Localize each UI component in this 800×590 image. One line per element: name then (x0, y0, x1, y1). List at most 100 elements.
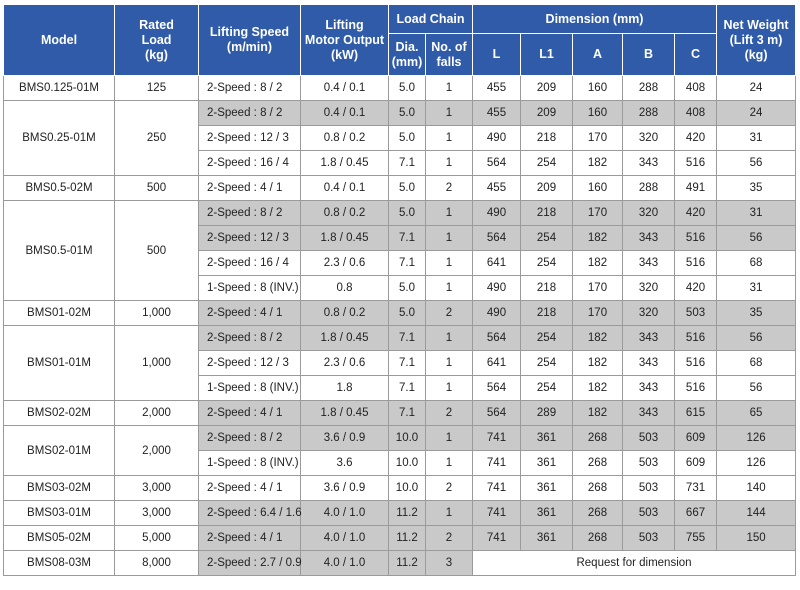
A-cell: 182 (572, 150, 623, 176)
L-cell: 455 (472, 175, 521, 201)
weight-cell: 68 (716, 250, 797, 276)
A-cell: 182 (572, 375, 623, 401)
model-cell: BMS05-02M (3, 525, 115, 551)
output-cell: 4.0 / 1.0 (300, 500, 389, 526)
B-cell: 343 (622, 150, 675, 176)
A-cell: 182 (572, 225, 623, 251)
dia-cell: 5.0 (388, 300, 426, 326)
B-cell: 320 (622, 200, 675, 226)
C-cell: 516 (673, 350, 718, 376)
falls-cell: 1 (425, 500, 473, 526)
dia-cell: 7.1 (388, 225, 426, 251)
A-cell: 182 (572, 250, 623, 276)
speed-cell: 2-Speed : 8 / 2 (198, 75, 301, 101)
load-cell: 3,000 (114, 475, 199, 501)
table-body: BMS0.125-01M 125 2-Speed : 8 / 2 0.4 / 0.1 5… (3, 75, 797, 576)
A-cell: 268 (572, 425, 623, 451)
model-cell: BMS03-02M (3, 475, 115, 501)
A-cell: 182 (572, 400, 623, 426)
A-cell: 182 (572, 325, 623, 351)
weight-cell: 24 (716, 75, 797, 101)
L-cell: 564 (472, 150, 521, 176)
L-cell: 741 (472, 500, 521, 526)
header-cell: Lifting Speed (m/min) (198, 4, 301, 76)
L1-cell: 254 (520, 150, 573, 176)
L1-cell: 361 (520, 450, 573, 476)
B-cell: 320 (622, 275, 675, 301)
falls-cell: 2 (425, 175, 473, 201)
header-cell: No. of falls (425, 33, 473, 76)
B-cell: 343 (622, 325, 675, 351)
speed-cell: 2-Speed : 6.4 / 1.6 (198, 500, 302, 526)
speed-cell: 2-Speed : 4 / 1 (198, 475, 301, 501)
dia-cell: 10.0 (388, 475, 426, 501)
load-cell: 250 (114, 100, 199, 176)
falls-cell: 1 (425, 275, 473, 301)
C-cell: 516 (673, 150, 718, 176)
C-cell: 408 (673, 100, 718, 126)
falls-cell: 1 (425, 75, 473, 101)
output-cell: 0.8 / 0.2 (300, 300, 389, 326)
L1-cell: 361 (520, 475, 573, 501)
B-cell: 503 (622, 450, 675, 476)
falls-cell: 1 (425, 150, 473, 176)
dia-cell: 5.0 (388, 100, 426, 126)
weight-cell: 144 (716, 500, 797, 526)
L1-cell: 254 (520, 325, 573, 351)
load-cell: 500 (114, 175, 199, 201)
load-cell: 500 (114, 200, 199, 301)
C-cell: 491 (673, 175, 718, 201)
L-cell: 490 (472, 300, 521, 326)
dia-cell: 11.2 (388, 525, 426, 551)
speed-cell: 2-Speed : 4 / 1 (198, 400, 301, 426)
header-cell: Net Weight (Lift 3 m) (kg) (716, 4, 797, 76)
L1-cell: 361 (520, 425, 573, 451)
C-cell: 408 (673, 75, 718, 101)
L-cell: 741 (472, 450, 521, 476)
B-cell: 288 (622, 75, 675, 101)
weight-cell: 31 (716, 125, 797, 151)
weight-cell: 56 (716, 325, 797, 351)
table-row: BMS01-01M 1,000 2-Speed : 8 / 2 1.8 / 0.45 7… (3, 325, 797, 401)
dia-cell: 5.0 (388, 175, 426, 201)
table-row: BMS08-03M 8,000 2-Speed : 2.7 / 0.9 4.0 / 1… (3, 550, 797, 576)
speed-cell: 2-Speed : 8 / 2 (198, 200, 301, 226)
spec-table: Model Rated Load (kg) Lifting Speed (m/m… (3, 4, 797, 576)
speed-cell: 1-Speed : 8 (INV.) (198, 275, 301, 301)
header-cell: Dimension (mm) (471, 4, 718, 34)
B-cell: 288 (622, 100, 675, 126)
A-cell: 182 (572, 350, 623, 376)
A-cell: 268 (572, 475, 623, 501)
output-cell: 4.0 / 1.0 (300, 525, 389, 551)
dia-cell: 11.2 (388, 550, 426, 576)
A-cell: 160 (572, 75, 623, 101)
speed-cell: 2-Speed : 12 / 3 (198, 350, 301, 376)
dia-cell: 7.1 (388, 400, 426, 426)
load-cell: 3,000 (114, 500, 199, 526)
weight-cell: 140 (716, 475, 797, 501)
dia-cell: 5.0 (388, 125, 426, 151)
L-cell: 564 (472, 325, 521, 351)
header-cell: Dia. (mm) (388, 33, 426, 76)
C-cell: 667 (673, 500, 718, 526)
B-cell: 503 (622, 475, 675, 501)
C-cell: 615 (673, 400, 718, 426)
A-cell: 170 (572, 300, 623, 326)
B-cell: 343 (622, 400, 675, 426)
dia-cell: 7.1 (388, 250, 426, 276)
table-row: 2-Speed : 16 / 4 1.8 / 0.45 7.1 1 564 254 182 3… (4, 150, 797, 176)
output-cell: 3.6 / 0.9 (300, 425, 389, 451)
B-cell: 343 (622, 250, 675, 276)
output-cell: 1.8 / 0.45 (300, 325, 389, 351)
output-cell: 1.8 / 0.45 (300, 225, 389, 251)
weight-cell: 126 (716, 450, 797, 476)
falls-cell: 1 (425, 350, 473, 376)
C-cell: 420 (673, 200, 718, 226)
model-cell: BMS0.5-01M (3, 200, 115, 301)
L-cell: 455 (472, 100, 521, 126)
output-cell: 1.8 / 0.45 (300, 400, 389, 426)
L-cell: 564 (472, 375, 521, 401)
L-cell: 490 (472, 200, 521, 226)
output-cell: 2.3 / 0.6 (300, 350, 389, 376)
load-cell: 2,000 (114, 400, 199, 426)
